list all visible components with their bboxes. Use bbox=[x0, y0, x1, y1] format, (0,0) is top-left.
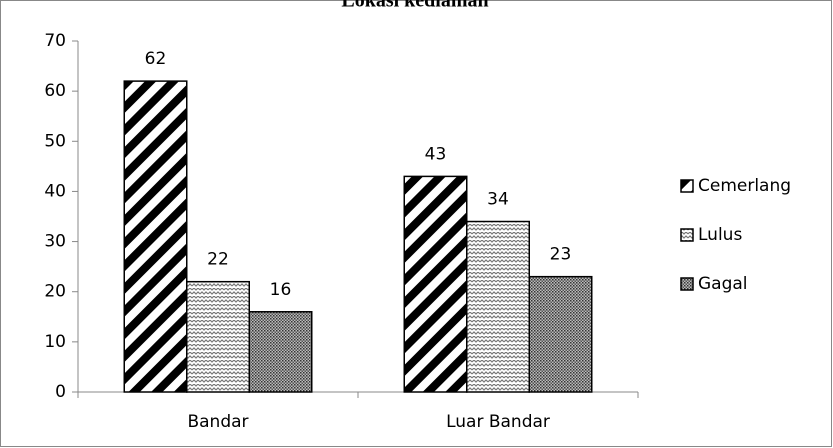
legend-label: Cemerlang bbox=[698, 176, 791, 196]
y-tick-label: 0 bbox=[55, 382, 66, 402]
data-label: 34 bbox=[487, 190, 509, 210]
y-tick-label: 10 bbox=[44, 332, 66, 352]
chart-title: Lokasi kediaman bbox=[341, 0, 488, 12]
bar bbox=[248, 311, 313, 393]
y-tick-label: 20 bbox=[44, 282, 66, 302]
data-label: 16 bbox=[270, 280, 292, 300]
x-tick-label: Luar Bandar bbox=[446, 412, 550, 432]
legend-swatch bbox=[680, 228, 694, 242]
bar bbox=[528, 275, 593, 393]
y-tick-label: 40 bbox=[44, 181, 66, 201]
x-tick-label: Bandar bbox=[187, 412, 248, 432]
bar bbox=[466, 220, 530, 393]
bar bbox=[403, 175, 468, 393]
legend-label: Lulus bbox=[698, 225, 742, 245]
y-tick-label: 60 bbox=[44, 81, 66, 101]
legend-label: Gagal bbox=[698, 274, 748, 294]
data-label: 43 bbox=[425, 144, 447, 164]
data-label: 23 bbox=[550, 245, 572, 265]
y-tick-label: 50 bbox=[44, 131, 66, 151]
y-tick-label: 70 bbox=[44, 31, 66, 51]
data-label: 62 bbox=[145, 49, 167, 69]
y-tick-label: 30 bbox=[44, 232, 66, 252]
legend-swatch bbox=[680, 277, 694, 291]
bar bbox=[186, 280, 250, 393]
bar bbox=[123, 80, 188, 393]
legend-swatch bbox=[680, 179, 694, 193]
data-label: 22 bbox=[207, 250, 229, 270]
